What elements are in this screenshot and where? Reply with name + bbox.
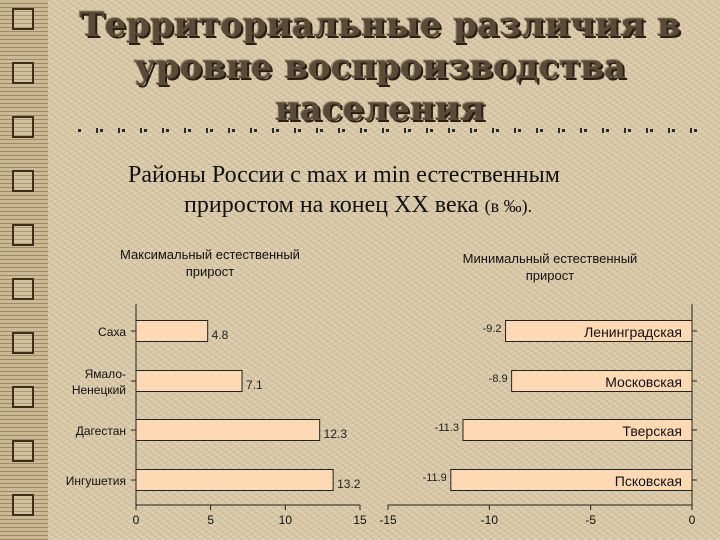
bar [511,370,693,392]
category-label: Московская [605,374,682,390]
category-label: Ямало- [85,367,126,381]
subtitle-text: приростом на конец XX века [184,192,479,218]
decorative-square [12,170,34,192]
max-chart-title: Максимальный естественный прирост [80,246,340,280]
decorative-squares-column [6,0,42,540]
x-tick-label: 5 [207,513,214,527]
bar [135,320,209,342]
bar [135,419,321,441]
category-label: Ингушетия [66,474,126,488]
category-label: Ленинградская [584,324,682,340]
subtitle-unit: (в ‰). [484,196,533,216]
x-tick-label: 15 [353,513,367,527]
decorative-square [12,440,34,462]
x-tick-label: 0 [133,513,140,527]
title-line: Территориальные различия в [79,5,681,45]
chart-title-line: прирост [185,264,235,279]
decorative-square [12,332,34,354]
title-line: уровне воспроизводства [134,47,626,87]
data-label: 4.8 [212,328,229,342]
chart-title-line: прирост [525,268,575,283]
category-label: Ненецкий [72,383,126,397]
decorative-square [12,278,34,300]
category-label: Саха [98,325,126,339]
category-label: Тверская [622,423,682,439]
decorative-square [12,494,34,516]
decorative-square [12,62,34,84]
x-tick-label: -10 [481,513,499,527]
bar [462,419,693,441]
decorative-square [12,116,34,138]
data-label: 12.3 [324,427,348,441]
data-label: -11.9 [423,472,447,484]
chart-title-line: Минимальный естественный [462,251,638,266]
slide-subtitle: Районы России с max и min естественным п… [100,160,660,221]
chart-title-line: Максимальный естественный [120,247,300,262]
title-line: населения [274,89,486,129]
category-label: Дагестан [76,424,126,438]
decorative-square [12,224,34,246]
bar [135,469,334,491]
data-label: -9.2 [483,323,502,335]
x-tick-label: -15 [379,513,397,527]
decorative-side-strip [0,0,48,540]
decorative-square [12,8,34,30]
x-tick-label: 0 [689,513,696,527]
bar [505,320,693,342]
subtitle-line: приростом на конец XX века (в ‰). [100,190,660,221]
bar [135,370,243,392]
x-tick-label: -5 [585,513,596,527]
data-label: -11.3 [435,422,459,434]
data-label: -8.9 [489,373,508,385]
dashed-divider-accent [88,128,698,133]
x-tick-label: 10 [279,513,293,527]
bar [450,469,693,491]
subtitle-line: Районы России с max и min естественным [128,162,560,188]
category-label: Псковская [615,473,682,489]
min-chart-title: Минимальный естественный прирост [410,250,690,284]
data-label: 13.2 [337,477,361,491]
decorative-square [12,386,34,408]
data-label: 7.1 [246,378,263,392]
slide-title: Территориальные различия в уровне воспро… [60,4,700,130]
